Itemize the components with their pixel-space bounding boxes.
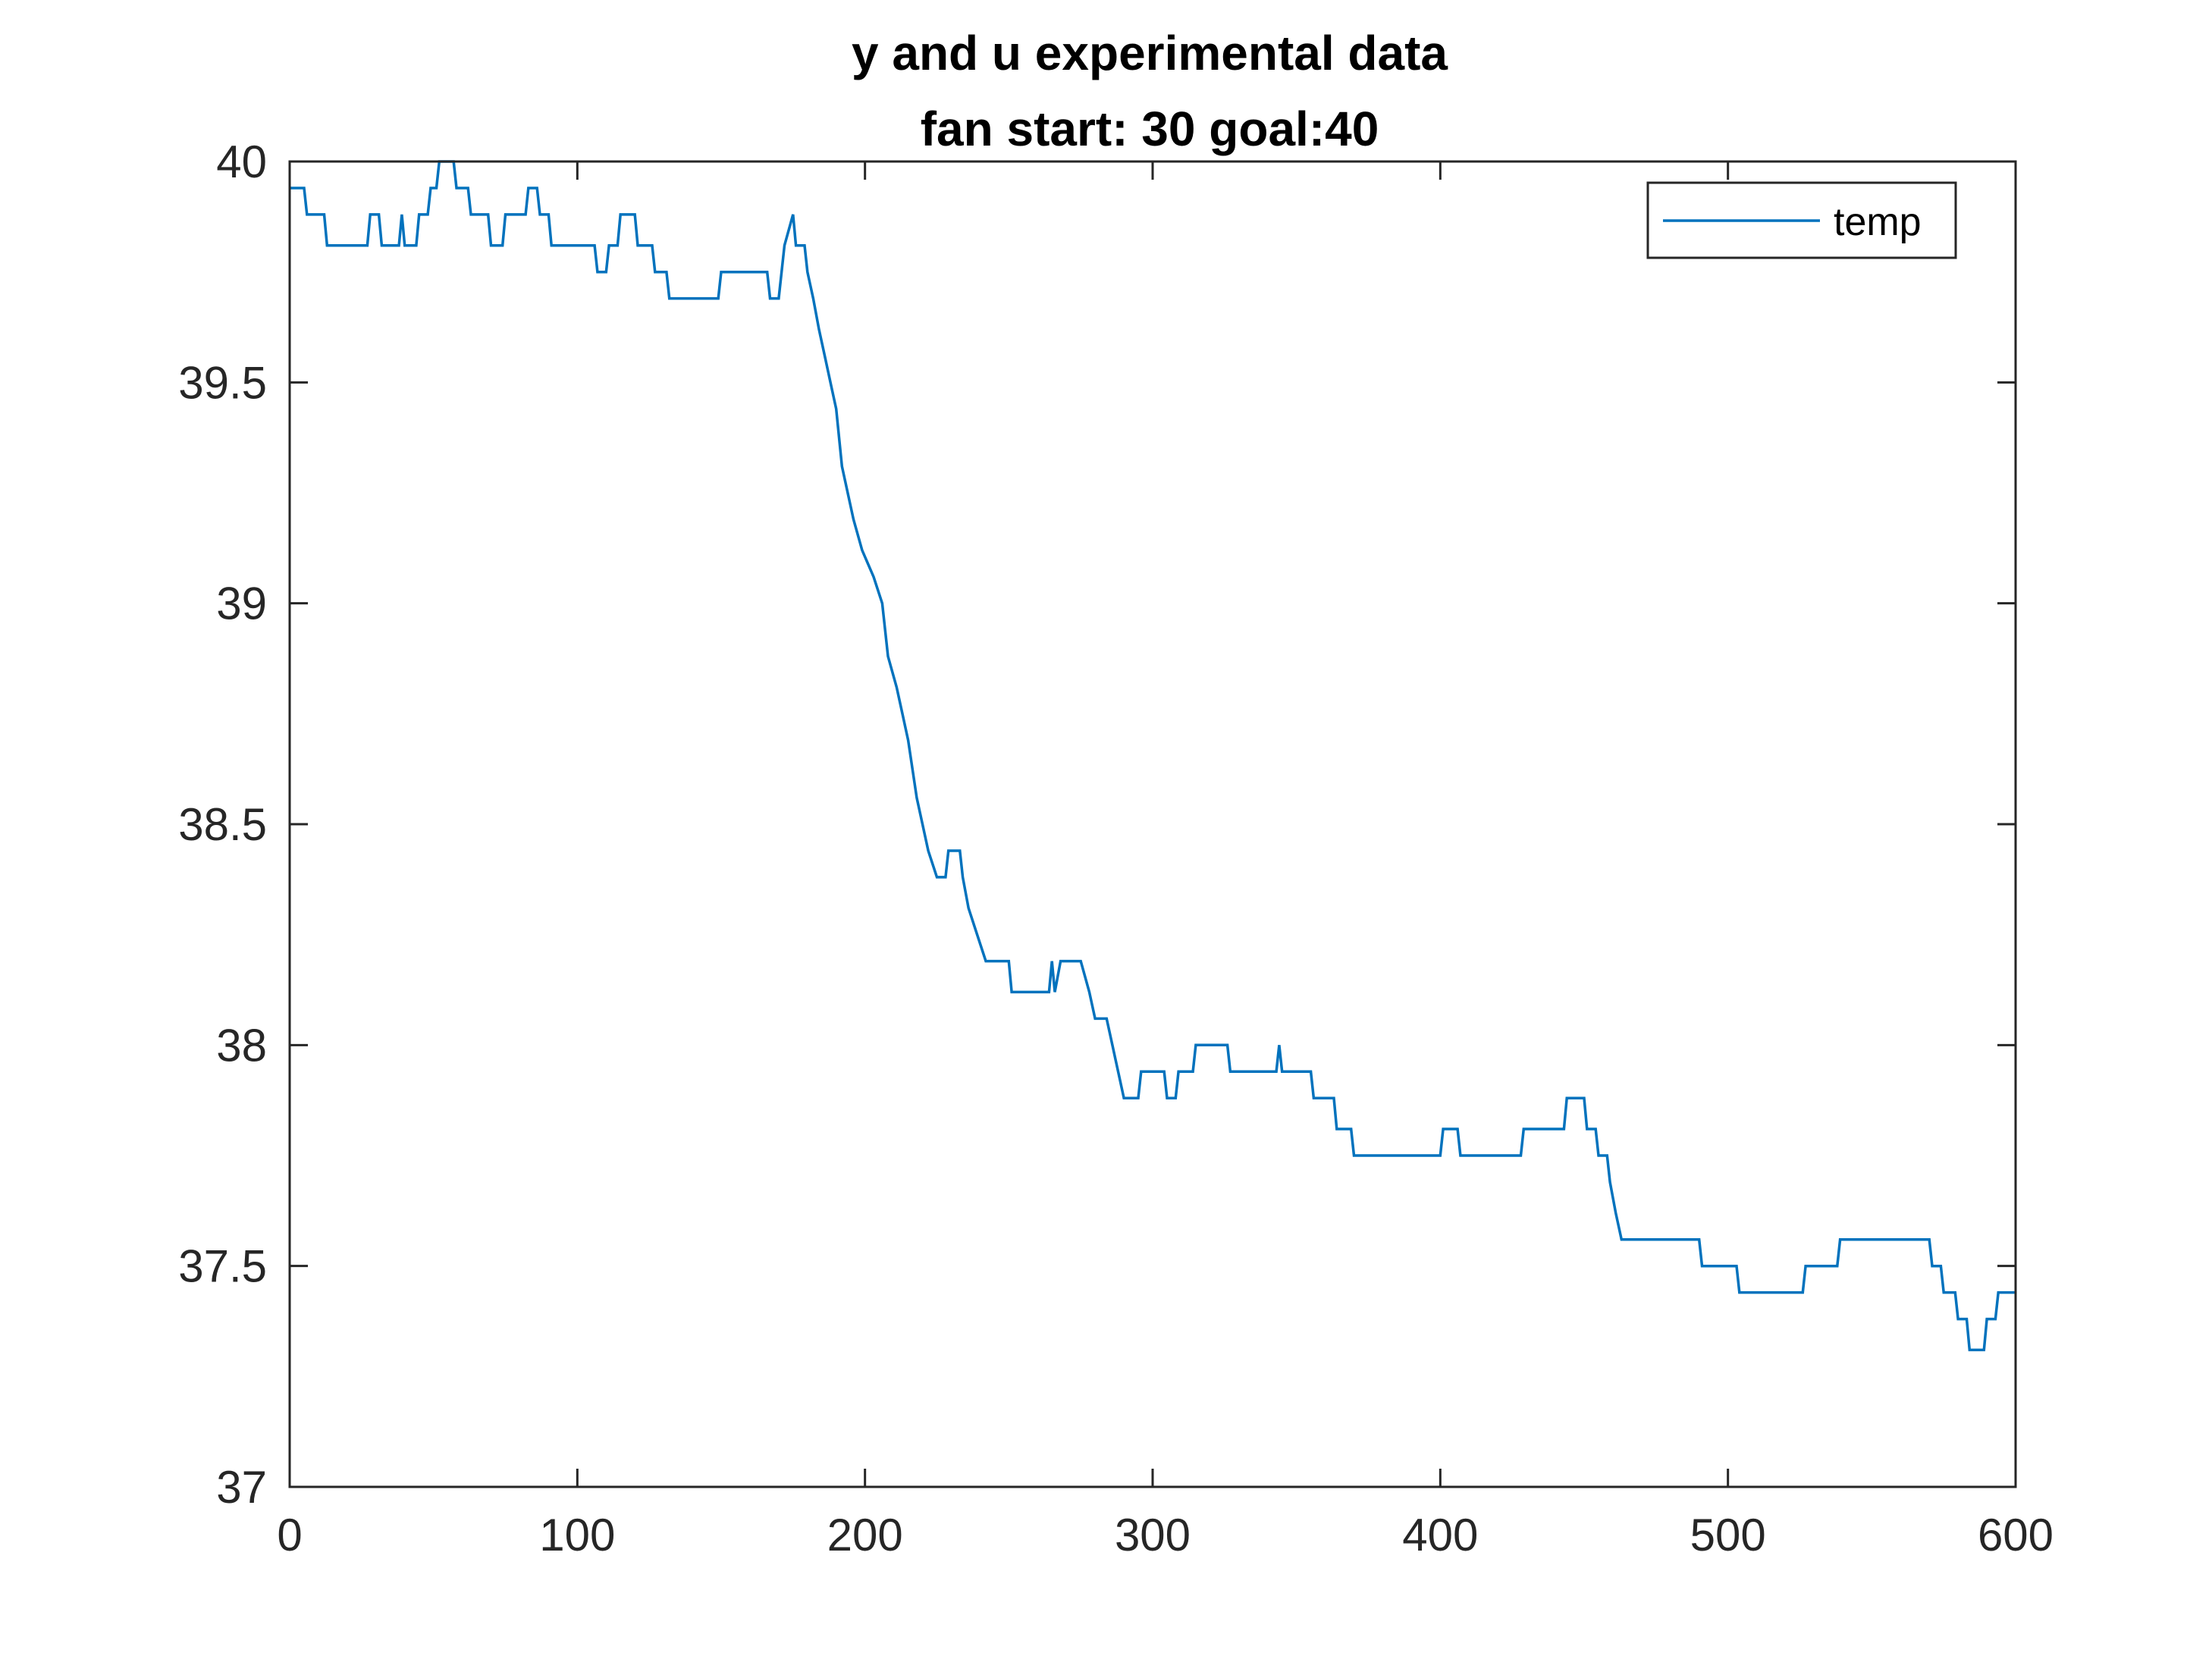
chart-title: y and u experimental data bbox=[852, 26, 1448, 80]
plot-area bbox=[290, 162, 2016, 1487]
x-tick-label: 100 bbox=[539, 1510, 615, 1560]
axes-box bbox=[288, 160, 2017, 1488]
series-line-temp bbox=[290, 160, 2016, 1352]
y-tick-label: 40 bbox=[216, 136, 267, 187]
y-axis-ticks: 37 37.5 38 38.5 39 39.5 40 bbox=[178, 136, 2016, 1513]
x-axis-ticks: 0 100 200 300 400 500 600 bbox=[277, 162, 2054, 1560]
legend-label-temp: temp bbox=[1834, 200, 1922, 244]
x-tick-label: 400 bbox=[1402, 1510, 1478, 1560]
y-tick-label: 37.5 bbox=[178, 1241, 267, 1292]
y-tick-label: 39.5 bbox=[178, 357, 267, 408]
x-tick-label: 0 bbox=[277, 1510, 302, 1560]
x-tick-label: 300 bbox=[1115, 1510, 1191, 1560]
chart-subtitle: fan start: 30 goal:40 bbox=[921, 102, 1379, 156]
legend: temp bbox=[1646, 181, 1957, 259]
x-tick-label: 600 bbox=[1978, 1510, 2054, 1560]
y-tick-label: 38 bbox=[216, 1020, 267, 1071]
y-tick-label: 38.5 bbox=[178, 799, 267, 850]
y-tick-label: 37 bbox=[216, 1462, 267, 1513]
x-tick-label: 200 bbox=[827, 1510, 903, 1560]
x-tick-label: 500 bbox=[1690, 1510, 1766, 1560]
y-tick-label: 39 bbox=[216, 579, 267, 629]
